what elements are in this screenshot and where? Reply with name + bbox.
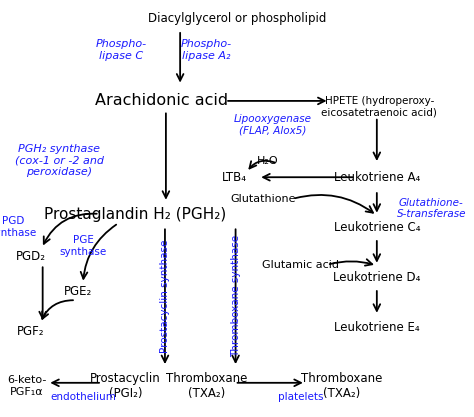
Text: Thromboxane synthase: Thromboxane synthase [230,235,241,357]
Text: endothelium: endothelium [50,392,116,402]
Text: Prostaglandin H₂ (PGH₂): Prostaglandin H₂ (PGH₂) [44,207,226,222]
Text: H₂O: H₂O [257,156,279,166]
Text: Phospho-
lipase C: Phospho- lipase C [95,39,146,61]
Text: PGE
synthase: PGE synthase [59,235,107,257]
Text: Glutamic acid: Glutamic acid [263,260,339,270]
Text: LTB₄: LTB₄ [222,171,247,184]
Text: Thromboxane
(TXA₂): Thromboxane (TXA₂) [165,372,247,400]
Text: Leukotriene A₄: Leukotriene A₄ [334,171,420,184]
Text: platelets: platelets [278,392,324,402]
Text: Lipooxygenase
(FLAP, Alox5): Lipooxygenase (FLAP, Alox5) [234,114,311,136]
Text: PGE₂: PGE₂ [64,285,92,299]
Text: HPETE (hydroperoxy-
eicosatetraenoic acid): HPETE (hydroperoxy- eicosatetraenoic aci… [321,95,437,117]
Text: Glutathione: Glutathione [230,194,296,204]
Text: PGD₂: PGD₂ [16,250,46,263]
Text: Glutathione-
S-transferase: Glutathione- S-transferase [397,198,466,219]
Text: PGD
synthase: PGD synthase [0,216,37,238]
Text: Prostacyclin synthase: Prostacyclin synthase [160,239,170,353]
Text: Leukotriene C₄: Leukotriene C₄ [334,221,420,234]
Text: Leukotriene D₄: Leukotriene D₄ [333,271,420,284]
Text: Prostacyclin
(PGI₂): Prostacyclin (PGI₂) [90,372,161,400]
Text: 6-keto-
PGF₁α: 6-keto- PGF₁α [7,375,47,397]
Text: PGF₂: PGF₂ [17,325,45,338]
Text: Thromboxane
(TXA₂): Thromboxane (TXA₂) [301,372,382,400]
Text: Diacylglycerol or phospholipid: Diacylglycerol or phospholipid [148,12,326,25]
Text: Leukotriene E₄: Leukotriene E₄ [334,321,419,334]
Text: Phospho-
lipase A₂: Phospho- lipase A₂ [181,39,232,61]
Text: PGH₂ synthase
(cox-1 or -2 and
peroxidase): PGH₂ synthase (cox-1 or -2 and peroxidas… [15,144,104,177]
Text: Arachidonic acid: Arachidonic acid [95,93,228,108]
